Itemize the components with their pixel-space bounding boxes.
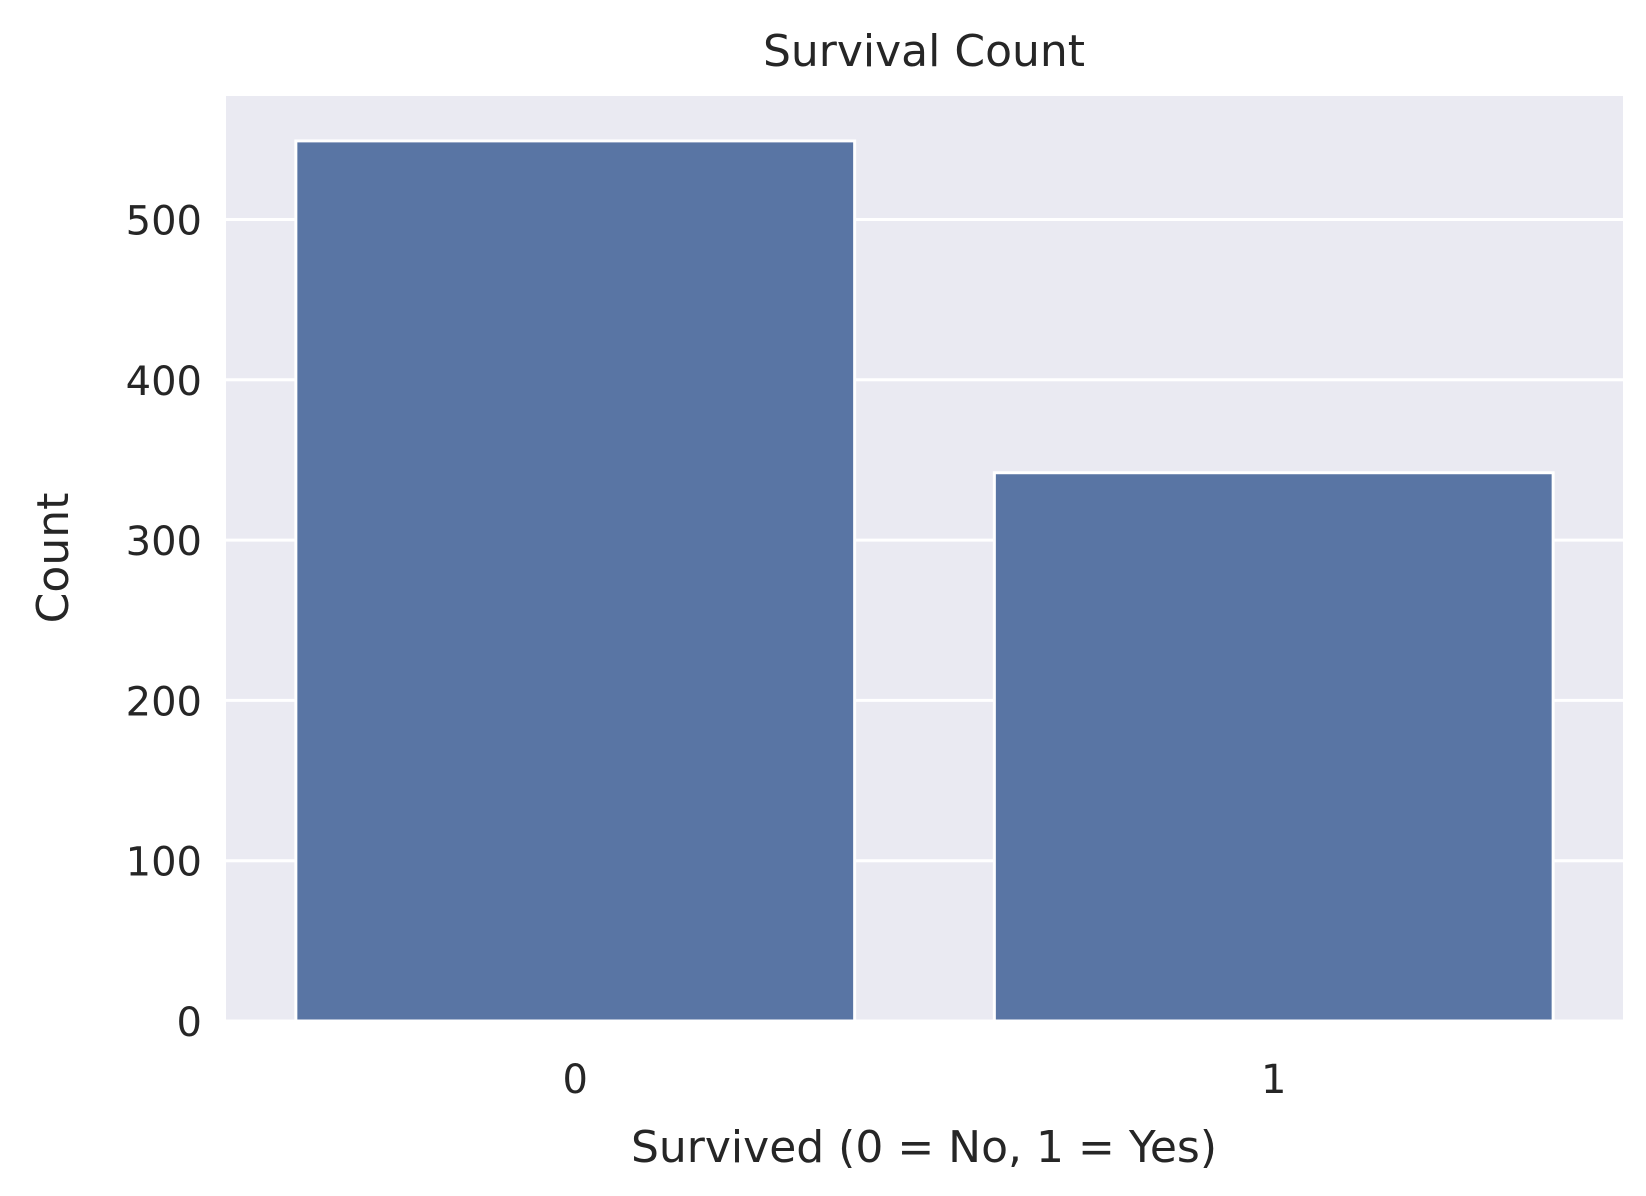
y-axis-label: Count <box>28 493 79 624</box>
y-tick-label: 500 <box>126 198 202 244</box>
y-tick-label: 400 <box>126 359 202 405</box>
bars <box>294 139 1555 1023</box>
y-tick-label: 200 <box>126 679 202 725</box>
chart-title: Survival Count <box>763 26 1085 77</box>
y-tick-label: 300 <box>126 519 202 565</box>
y-tick-label: 100 <box>126 840 202 886</box>
x-tick-label: 0 <box>563 1057 588 1103</box>
bar-0 <box>294 139 857 1023</box>
x-axis-label: Survived (0 = No, 1 = Yes) <box>631 1122 1217 1173</box>
y-tick-labels: 0 100 200 300 400 500 <box>126 198 202 1046</box>
x-tick-label: 1 <box>1261 1057 1286 1103</box>
y-tick-label: 0 <box>177 1000 202 1046</box>
bar-1 <box>992 471 1555 1023</box>
